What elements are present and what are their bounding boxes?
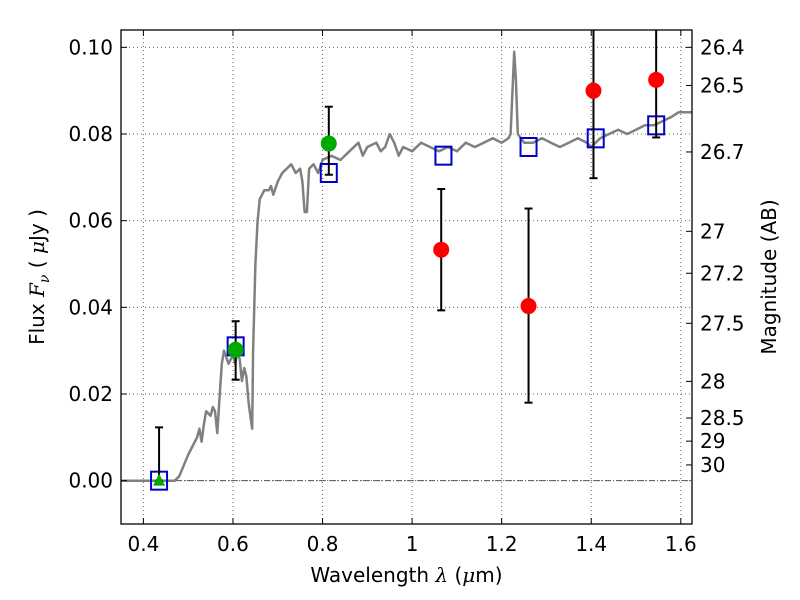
x-tick-label: 1 <box>406 532 419 556</box>
model-box-marker <box>519 137 538 157</box>
y-tick-label: 0.08 <box>68 122 113 146</box>
model-box-marker <box>434 145 453 166</box>
model-box-marker <box>586 128 605 149</box>
green-triangle-point <box>153 473 166 486</box>
red-data-point <box>520 298 537 315</box>
red-data-point <box>585 82 602 99</box>
y-tick-label: 0.10 <box>68 35 113 59</box>
ticks-layer: 0.4 0.6 0.8 1 1.2 1.4 1.6 0.00 0.02 0.04 0.06 0.08 0… <box>68 30 745 556</box>
spectrum-line <box>121 50 692 482</box>
y2-tick-label: 27 <box>700 219 725 243</box>
y2-tick-label: 26.7 <box>700 140 745 164</box>
green-data-point <box>227 341 244 358</box>
y-tick-label: 0.02 <box>68 382 113 406</box>
y2-tick-label: 27.2 <box>700 261 745 285</box>
plot-frame <box>120 29 693 525</box>
x-tick-label: 1.2 <box>486 532 518 556</box>
y2-tick-label: 28.5 <box>700 406 745 430</box>
red-data-point <box>433 241 450 258</box>
y2-tick-label: 27.5 <box>700 311 745 335</box>
y2-tick-label: 26.4 <box>700 35 745 59</box>
y2-axis-title: Magnitude (AB) <box>757 199 781 354</box>
x-axis-title: Wavelength λ (μm) <box>310 563 502 587</box>
y-tick-label: 0.04 <box>68 295 113 319</box>
y2-tick-label: 30 <box>700 453 725 477</box>
y2-tick-label: 28 <box>700 369 725 393</box>
green-data-point <box>320 135 337 152</box>
y-axis-title: Flux Fν ( μJy ) <box>25 209 53 345</box>
y2-tick-label: 29 <box>700 429 725 453</box>
x-tick-label: 1.4 <box>575 532 607 556</box>
red-data-point <box>648 71 665 88</box>
y2-tick-label: 26.5 <box>700 73 745 97</box>
x-tick-label: 0.6 <box>217 532 249 556</box>
y-tick-label: 0.06 <box>68 209 113 233</box>
x-tick-label: 0.4 <box>127 532 159 556</box>
x-tick-label: 1.6 <box>665 532 697 556</box>
y-tick-label: 0.00 <box>68 469 113 493</box>
x-tick-label: 0.8 <box>307 532 339 556</box>
marks-layer <box>150 30 666 491</box>
